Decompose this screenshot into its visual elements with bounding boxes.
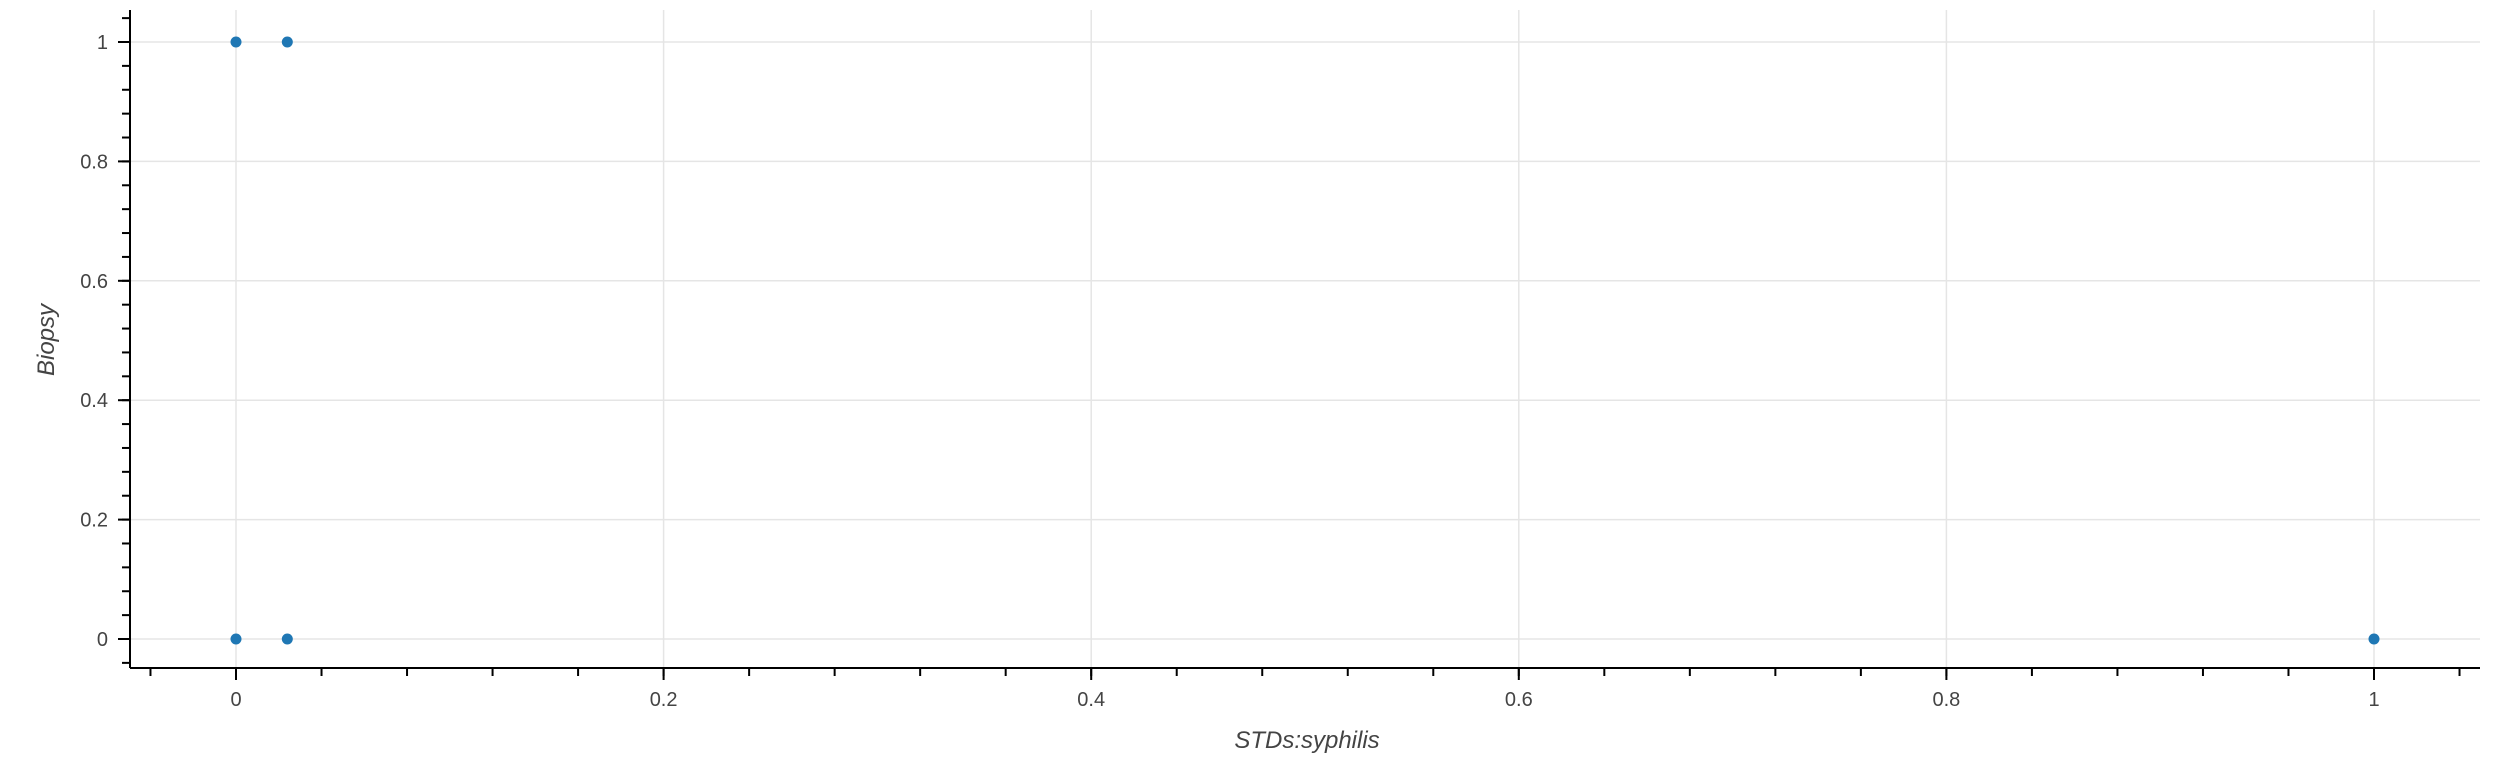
x-tick-label: 0.4 (1077, 689, 1105, 711)
y-tick-label: 0.2 (80, 510, 108, 532)
data-point (230, 633, 242, 645)
x-tick-label: 1 (2368, 689, 2379, 711)
y-tick-label: 0.8 (80, 151, 108, 173)
axes-layer: 0 0.2 0.4 0.6 0.8 1 0 0.2 0.4 0.6 0.8 1 (80, 10, 2480, 711)
y-tick-label: 1 (97, 32, 108, 54)
y-axis-label: Biopsy (33, 302, 60, 376)
data-point (2368, 633, 2380, 645)
x-tick-label: 0 (230, 689, 241, 711)
grid-layer (130, 10, 2480, 668)
y-tick-label: 0.4 (80, 390, 108, 412)
data-point (230, 36, 242, 48)
x-tick-label: 0.8 (1932, 689, 1960, 711)
x-tick-label: 0.2 (650, 689, 678, 711)
y-tick-label: 0.6 (80, 271, 108, 293)
y-tick-label: 0 (97, 629, 108, 651)
x-axis-label: STDs:syphilis (1234, 727, 1379, 754)
x-tick-label: 0.6 (1505, 689, 1533, 711)
data-point (281, 36, 293, 48)
data-point (281, 633, 293, 645)
points-layer (230, 36, 2380, 645)
